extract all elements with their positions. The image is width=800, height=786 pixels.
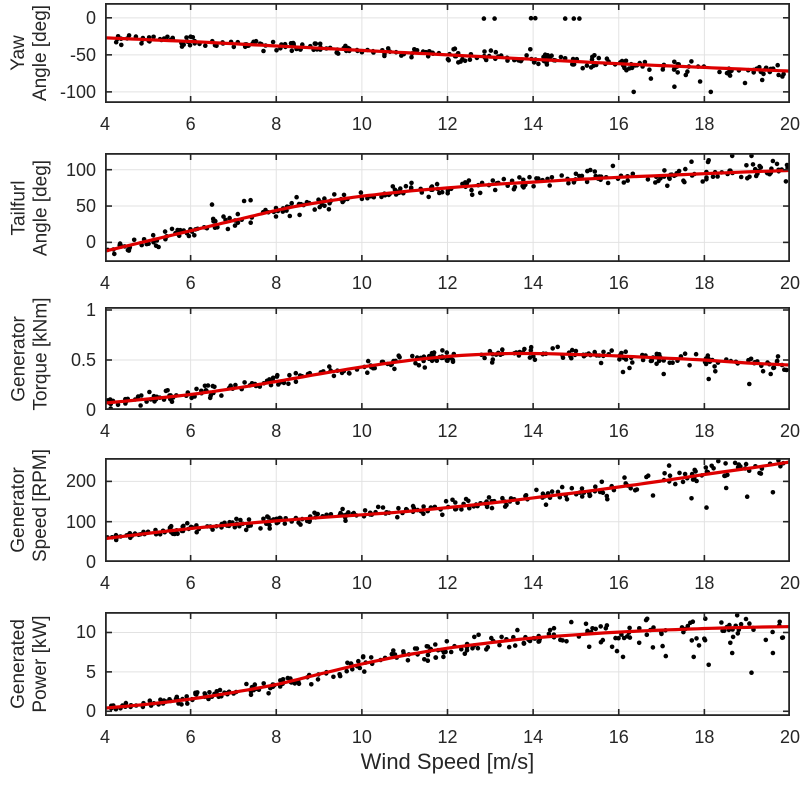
y-axis-label-line: Yaw xyxy=(8,35,29,71)
x-tick-label: 6 xyxy=(185,421,196,441)
y-axis-label-generated-power: Generated Power [kW] xyxy=(8,612,52,716)
x-tick-label: 4 xyxy=(99,421,110,441)
y-tick-label-yaw-angle: -50 xyxy=(69,44,96,65)
x-tick-label: 20 xyxy=(779,421,800,441)
y-axis-label-line: Power [kW] xyxy=(30,615,51,713)
x-tick-label: 20 xyxy=(779,114,800,134)
x-tick-label: 8 xyxy=(271,273,282,293)
y-tick-label-yaw-angle: -100 xyxy=(59,81,96,102)
y-tick-label-tailfurl-angle: 50 xyxy=(75,196,96,217)
y-tick-label-generated-power: 0 xyxy=(85,701,96,722)
y-axis-label-line: Speed [RPM] xyxy=(30,449,51,562)
x-tick-label: 12 xyxy=(437,421,458,441)
y-axis-label-generator-torque: Generator Torque [kNm] xyxy=(8,297,52,410)
y-axis-label-line: Tailfurl xyxy=(8,180,29,235)
y-axis-label-tailfurl-angle: Tailfurl Angle [deg] xyxy=(8,153,52,262)
x-tick-label: 18 xyxy=(694,573,715,593)
x-tick-label: 16 xyxy=(608,727,629,747)
x-tick-label: 4 xyxy=(99,573,110,593)
y-axis-label-line: Generated xyxy=(8,619,29,709)
y-axis-label-line: Angle [deg] xyxy=(30,4,51,102)
y-tick-label-generator-torque: 1 xyxy=(85,300,96,320)
y-axis-label-line: Generator xyxy=(8,315,29,402)
x-tick-label: 10 xyxy=(351,727,372,747)
y-tick-label-generator-torque: 0 xyxy=(85,400,96,420)
y-tick-label-generator-speed: 100 xyxy=(65,511,96,532)
x-tick-label: 10 xyxy=(351,421,372,441)
x-tick-label: 12 xyxy=(437,727,458,747)
x-tick-label: 12 xyxy=(437,573,458,593)
x-tick-label: 18 xyxy=(694,421,715,441)
x-tick-label: 20 xyxy=(779,573,800,593)
x-tick-label: 10 xyxy=(351,114,372,134)
x-tick-label: 12 xyxy=(437,114,458,134)
x-tick-label: 20 xyxy=(779,727,800,747)
panel-generator-speed-plot xyxy=(105,458,790,562)
y-axis-label-line: Angle [deg] xyxy=(30,159,51,256)
panel-generator-torque-plot xyxy=(105,307,790,410)
y-axis-label-generator-speed: Generator Speed [RPM] xyxy=(8,449,52,562)
y-tick-label-tailfurl-angle: 0 xyxy=(85,232,96,253)
x-tick-label: 20 xyxy=(779,273,800,293)
y-tick-label-generator-speed: 200 xyxy=(65,471,96,492)
y-axis-label-yaw-angle: Yaw Angle [deg] xyxy=(8,3,52,103)
x-tick-label: 6 xyxy=(185,727,196,747)
x-tick-label: 4 xyxy=(99,114,110,134)
x-tick-label: 10 xyxy=(351,573,372,593)
panel-generated-power-plot xyxy=(105,612,790,716)
y-tick-label-generated-power: 10 xyxy=(75,622,96,643)
x-tick-label: 14 xyxy=(523,273,544,293)
x-tick-label: 8 xyxy=(271,573,282,593)
y-axis-label-line: Generator xyxy=(8,467,29,553)
x-tick-label: 14 xyxy=(523,114,544,134)
y-axis-label-line: Torque [kNm] xyxy=(30,297,51,410)
x-tick-label: 18 xyxy=(694,273,715,293)
x-tick-label: 10 xyxy=(351,273,372,293)
x-tick-label: 16 xyxy=(608,421,629,441)
x-tick-label: 14 xyxy=(523,421,544,441)
x-tick-label: 4 xyxy=(99,727,110,747)
y-tick-label-generator-torque: 0.5 xyxy=(70,350,96,370)
y-tick-label-generator-speed: 0 xyxy=(85,552,96,572)
x-tick-label: 8 xyxy=(271,114,282,134)
x-tick-label: 14 xyxy=(523,573,544,593)
x-tick-label: 12 xyxy=(437,273,458,293)
x-tick-label: 16 xyxy=(608,114,629,134)
x-tick-label: 8 xyxy=(271,727,282,747)
x-tick-label: 6 xyxy=(185,573,196,593)
x-tick-label: 14 xyxy=(523,727,544,747)
x-tick-label: 8 xyxy=(271,421,282,441)
x-tick-label: 18 xyxy=(694,114,715,134)
x-tick-label: 6 xyxy=(185,114,196,134)
x-tick-label: 4 xyxy=(99,273,110,293)
x-tick-label: 18 xyxy=(694,727,715,747)
y-tick-label-yaw-angle: 0 xyxy=(85,7,96,28)
x-tick-label: 6 xyxy=(185,273,196,293)
x-axis-label: Wind Speed [m/s] xyxy=(360,749,535,774)
x-tick-label: 16 xyxy=(608,573,629,593)
panel-tailfurl-angle-plot xyxy=(105,153,790,262)
y-tick-label-tailfurl-angle: 100 xyxy=(65,159,96,180)
panel-yaw-angle-plot xyxy=(105,3,790,103)
x-tick-label: 16 xyxy=(608,273,629,293)
y-tick-label-generated-power: 5 xyxy=(85,661,96,682)
